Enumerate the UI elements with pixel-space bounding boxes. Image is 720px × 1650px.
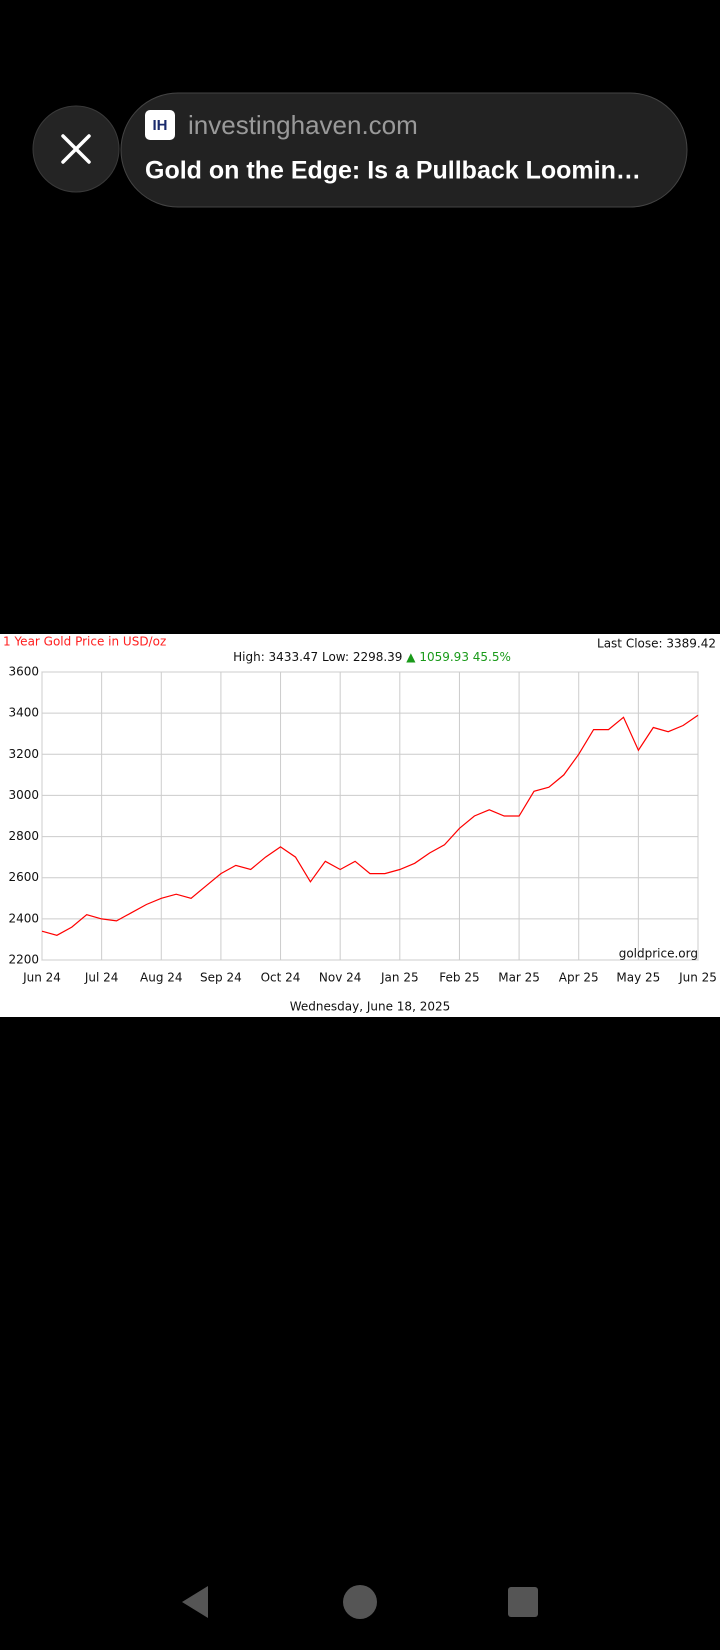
stats: High: 3433.47 Low: 2298.39 ▲ 1059.93 45.… (233, 650, 511, 664)
x-tick-label: Nov 24 (319, 971, 362, 985)
link-pill[interactable] (120, 92, 688, 208)
change: ▲ 1059.93 45.5% (406, 650, 511, 664)
y-tick-label: 2200 (8, 953, 39, 967)
nav-home[interactable] (343, 1585, 377, 1619)
x-tick-label: May 25 (616, 971, 660, 985)
x-tick-label: Jun 24 (22, 971, 61, 985)
nav-recents[interactable] (508, 1587, 538, 1617)
x-tick-label: Aug 24 (140, 971, 183, 985)
y-tick-label: 3600 (8, 665, 39, 679)
date: Wednesday, June 18, 2025 (290, 1000, 451, 1014)
favicon (145, 110, 175, 140)
x-tick-label: Jan 25 (380, 971, 419, 985)
page-title: Gold on the Edge: Is a Pullback Loomin… (145, 157, 641, 185)
last-close: Last Close: 3389.42 (597, 637, 716, 651)
x-tick-label: Mar 25 (498, 971, 540, 985)
y-tick-label: 2600 (8, 870, 39, 884)
x-tick-label: Sep 24 (200, 971, 242, 985)
y-tick-label: 3200 (8, 747, 39, 761)
y-tick-label: 2400 (8, 911, 39, 925)
x-tick-label: Feb 25 (439, 971, 479, 985)
plot: 2200 2400 2600 2800 3000 3200 3400 3600 Jun 24 Ju… (8, 665, 716, 985)
x-tick-label: Jun 25 (678, 971, 717, 985)
close-icon (61, 134, 91, 164)
y-tick-label: 2800 (8, 829, 39, 843)
x-tick-label: Jul 24 (84, 971, 119, 985)
high-low: High: 3433.47 Low: 2298.39 (233, 650, 402, 664)
source: goldprice.org (619, 947, 698, 961)
y-tick-label: 3000 (8, 788, 39, 802)
x-tick-label: Apr 25 (559, 971, 599, 985)
price-line (41, 714, 699, 936)
y-tick-label: 3400 (8, 706, 39, 720)
favicon-text: IH (153, 117, 168, 134)
x-tick-label: Oct 24 (261, 971, 301, 985)
nav-back[interactable] (182, 1586, 208, 1618)
site-name: investinghaven.com (188, 110, 418, 140)
chart-image (0, 634, 720, 1017)
chart-title: 1 Year Gold Price in USD/oz (3, 635, 166, 649)
